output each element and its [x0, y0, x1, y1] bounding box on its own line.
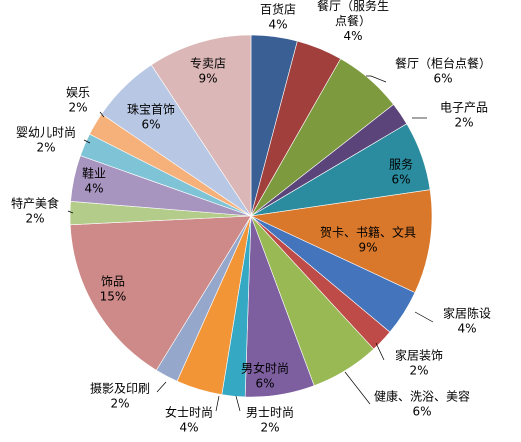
slice-label-5: 服务 6%	[389, 157, 413, 187]
slice-14	[69, 215, 252, 371]
leader-line-17	[83, 139, 91, 144]
slice-label-4: 电子产品 2%	[440, 101, 488, 130]
slice-6	[249, 189, 433, 294]
slice-label-1: 百货店 4%	[260, 2, 296, 32]
slice-label-16: 鞋业 4%	[82, 166, 106, 196]
slice-label-11: 男士时尚 2%	[246, 406, 294, 435]
slice-label-3: 餐厅（柜台点餐） 6%	[395, 56, 491, 86]
slice-label-9: 健康、洗浴、美容 6%	[374, 389, 470, 419]
slice-label-7: 家居陈设 4%	[443, 306, 491, 336]
slice-label-13: 摄影及印刷 2%	[90, 381, 150, 411]
slice-label-18: 娱乐 2%	[66, 86, 90, 115]
slice-label-19: 珠宝首饰 6%	[127, 103, 175, 132]
slice-label-12: 女士时尚 4%	[165, 405, 213, 435]
slice-labels: 百货店 4% 餐厅（服务生点餐） 4%餐厅（柜台点餐） 6% 电子产品 2% 服务 6% 贺卡、书…	[11, 0, 491, 435]
slice-label-10: 男女时尚 6%	[241, 361, 289, 391]
slice-label-17: 婴幼儿时尚 2%	[16, 126, 76, 155]
leader-line-13	[156, 381, 167, 393]
slice-label-2: 餐厅（服务生点餐） 4%	[317, 0, 389, 43]
leader-line-9	[344, 371, 371, 405]
slice-label-20: 专卖店 9%	[190, 56, 226, 86]
leader-line-7	[414, 311, 434, 323]
leader-line-12	[215, 395, 220, 412]
slice-label-8: 家居装饰 2%	[395, 348, 443, 378]
pie-slices	[69, 34, 433, 398]
leader-line-3	[366, 75, 387, 83]
leader-line-11	[235, 395, 241, 412]
slice-label-6: 贺卡、书籍、文具 9%	[320, 225, 416, 255]
slice-20	[150, 34, 252, 217]
leader-line-15	[67, 210, 74, 214]
leader-line-18	[99, 111, 105, 118]
slice-label-15: 特产美食 2%	[11, 196, 59, 226]
leader-lines	[67, 75, 434, 412]
slice-label-14: 饰品 15%	[100, 275, 127, 304]
leader-line-8	[375, 342, 385, 361]
